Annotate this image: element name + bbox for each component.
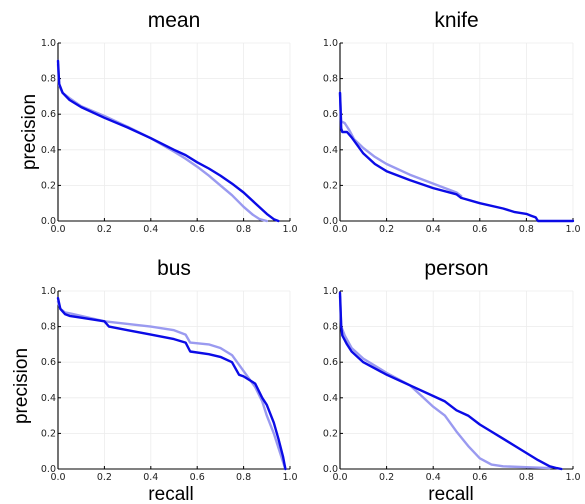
x-tick-label: 1.0 (565, 472, 580, 483)
y-tick-label: 0.2 (41, 180, 56, 191)
x-tick-label: 0.4 (143, 472, 158, 483)
x-tick-label: 0.0 (332, 224, 347, 235)
y-axis-label-top: precision (19, 94, 40, 170)
series-line-2 (56, 59, 280, 223)
y-tick-label: 1.0 (41, 286, 56, 297)
y-axis-label-bottom: precision (11, 348, 32, 424)
y-tick-label: 0.6 (323, 357, 338, 368)
y-tick-label: 0.8 (41, 74, 56, 85)
series-line-2 (338, 291, 563, 471)
y-tick-label: 0.2 (323, 428, 338, 439)
x-tick-label: 0.2 (97, 224, 112, 235)
x-tick-label: 0.4 (143, 224, 158, 235)
chart-panel-person: person 0.0 0.2 0.4 0.6 0.8 1.0 0.0 0.2 0.4 0.6 0.8 1… (323, 257, 581, 483)
y-tick-label: 0.8 (323, 322, 338, 333)
x-axis-label-right: recall (428, 484, 473, 504)
x-tick-label: 0.4 (426, 224, 441, 235)
chart-panel-bus: bus 0.0 0.2 0.4 0.6 0.8 1.0 0.0 0.2 0.4 0.6 0.8 1.0 (41, 257, 298, 483)
series-line-2 (56, 296, 287, 471)
x-tick-label: 0.0 (50, 224, 65, 235)
series-line-2 (338, 91, 575, 223)
x-tick-label: 1.0 (565, 224, 580, 235)
x-tick-label: 0.8 (236, 224, 251, 235)
x-tick-label: 0.2 (379, 224, 394, 235)
y-tick-label: 0.4 (41, 145, 56, 156)
x-tick-label: 0.8 (519, 224, 534, 235)
chart-panel-knife: knife 0.0 0.2 0.4 0.6 0.8 1.0 0.0 0.2 0.4 0.6 0.8 1.… (323, 9, 581, 235)
chart-title: mean (148, 9, 201, 32)
x-tick-label: 0.8 (519, 472, 534, 483)
chart-title: person (424, 257, 488, 280)
x-tick-label: 0.6 (190, 224, 205, 235)
y-tick-label: 0.6 (41, 357, 56, 368)
y-tick-label: 0.2 (323, 180, 338, 191)
y-tick-label: 0.6 (41, 109, 56, 120)
y-tick-label: 0.4 (41, 393, 56, 404)
chart-panel-mean: mean 0.0 0.2 0.4 0.6 0.8 1.0 0.0 0.2 0.4 0.6 0.8 1.0 (41, 9, 298, 235)
y-tick-label: 1.0 (323, 38, 338, 49)
x-tick-label: 1.0 (282, 472, 297, 483)
x-tick-label: 0.6 (472, 472, 487, 483)
y-tick-label: 0.4 (323, 145, 338, 156)
y-tick-label: 0.2 (41, 428, 56, 439)
series-line-1 (338, 295, 551, 470)
x-tick-label: 0.6 (472, 224, 487, 235)
y-tick-label: 0.0 (41, 216, 56, 227)
x-tick-label: 0.4 (426, 472, 441, 483)
y-tick-label: 0.8 (41, 322, 56, 333)
x-tick-label: 0.2 (379, 472, 394, 483)
x-tick-label: 0.0 (332, 472, 347, 483)
chart-title: bus (157, 257, 191, 280)
series-line-1 (56, 300, 287, 471)
x-tick-label: 0.0 (50, 472, 65, 483)
y-tick-label: 0.6 (323, 109, 338, 120)
y-tick-label: 0.0 (323, 464, 338, 475)
x-tick-label: 0.8 (236, 472, 251, 483)
series-line-1 (338, 91, 463, 198)
y-tick-label: 1.0 (323, 286, 338, 297)
x-tick-label: 0.2 (97, 472, 112, 483)
y-tick-label: 0.4 (323, 393, 338, 404)
y-tick-label: 0.0 (41, 464, 56, 475)
x-tick-label: 0.6 (190, 472, 205, 483)
y-tick-label: 0.0 (323, 216, 338, 227)
y-tick-label: 1.0 (41, 38, 56, 49)
y-tick-label: 0.8 (323, 74, 338, 85)
x-axis-label-left: recall (148, 484, 193, 504)
x-tick-label: 1.0 (282, 224, 297, 235)
chart-title: knife (434, 9, 478, 32)
